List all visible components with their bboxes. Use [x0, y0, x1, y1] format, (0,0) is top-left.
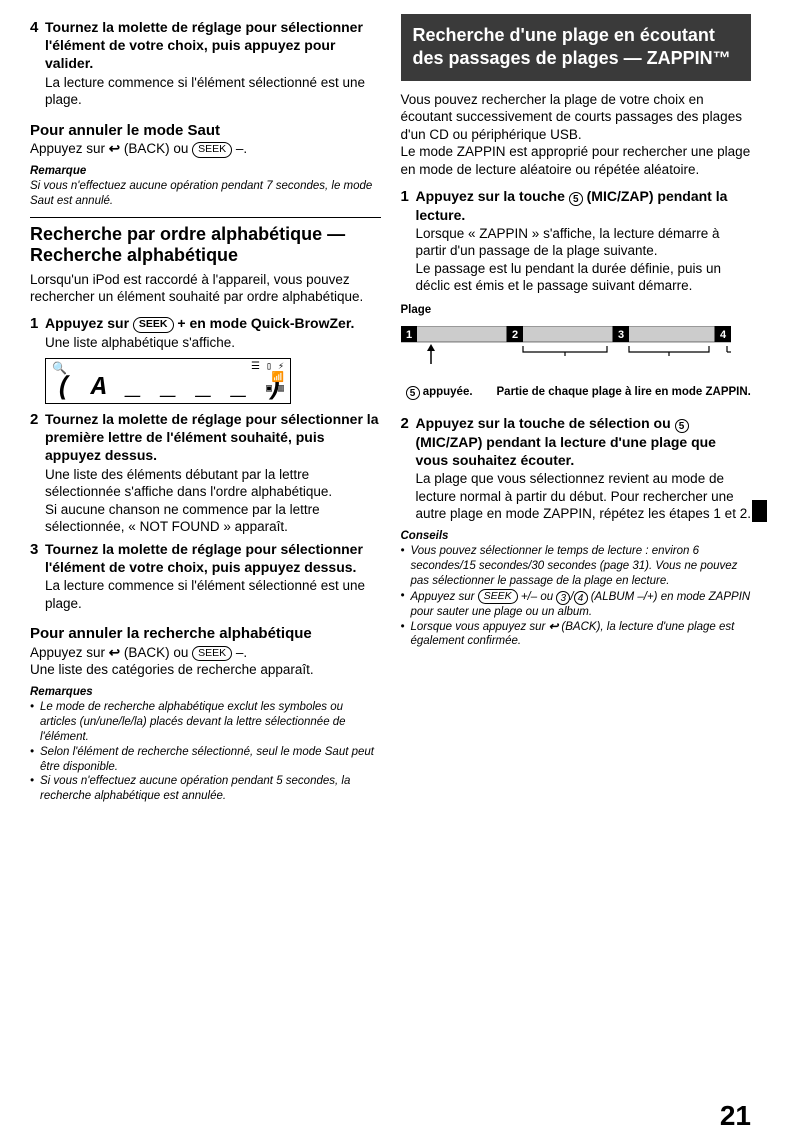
cancel-alpha-body2: Une liste des catégories de recherche ap… — [30, 661, 381, 679]
cancel-alpha-text: Appuyez sur (BACK) ou SEEK –. — [30, 644, 381, 662]
diagram-labels: 5 appuyée. Partie de chaque plage à lire… — [401, 385, 752, 400]
back-icon — [109, 141, 120, 156]
svg-text:4: 4 — [719, 329, 726, 341]
side-tab-marker — [752, 500, 767, 522]
remark-item: •Selon l'élément de recherche sélectionn… — [30, 745, 381, 775]
step-number: 4 — [30, 18, 45, 38]
tip-item: •Lorsque vous appuyez sur (BACK), la lec… — [401, 620, 752, 650]
step-body: Une liste des éléments débutant par la l… — [45, 466, 381, 536]
key-3: 3 — [556, 591, 570, 605]
lcd-display: 🔍 ( A _ _ _ _ ) ☰ ▯ ⚡📶▣ ▥ — [45, 358, 291, 404]
zappin-section-title: Recherche d'une plage en écoutant des pa… — [401, 14, 752, 81]
step-title: Tournez la molette de réglage pour sélec… — [45, 410, 381, 465]
step-title: Appuyez sur la touche de sélection ou 5 … — [416, 414, 752, 469]
page-number: 21 — [720, 1098, 751, 1134]
plage-label: Plage — [401, 303, 752, 318]
diagram-label-left: 5 appuyée. — [401, 385, 497, 400]
remark-item: •Le mode de recherche alphabétique exclu… — [30, 700, 381, 745]
svg-text:2: 2 — [511, 329, 517, 341]
svg-text:1: 1 — [405, 329, 411, 341]
zappin-step-2: 2 Appuyez sur la touche de sélection ou … — [401, 414, 752, 469]
step-body: Lorsque « ZAPPIN » s'affiche, la lecture… — [416, 225, 752, 295]
step-body: La plage que vous sélectionnez revient a… — [416, 470, 752, 523]
step-body: La lecture commence si l'élément sélecti… — [45, 577, 381, 612]
tip-item: •Appuyez sur SEEK +/– ou 3/4 (ALBUM –/+)… — [401, 589, 752, 620]
key-5: 5 — [406, 386, 420, 400]
cancel-jump-text: Appuyez sur (BACK) ou SEEK –. — [30, 140, 381, 158]
zappin-intro: Vous pouvez rechercher la plage de votre… — [401, 91, 752, 179]
step-number: 3 — [30, 540, 45, 560]
step-number: 1 — [30, 314, 45, 334]
diagram-label-right: Partie de chaque plage à lire en mode ZA… — [497, 385, 752, 400]
back-icon — [549, 621, 559, 633]
divider — [30, 217, 381, 218]
remark-text: Si vous n'effectuez aucune opération pen… — [30, 179, 381, 209]
lcd-status-icons: ☰ ▯ ⚡📶▣ ▥ — [251, 362, 284, 395]
key-4: 4 — [574, 591, 588, 605]
seek-key: SEEK — [192, 142, 232, 158]
key-5: 5 — [569, 192, 583, 206]
svg-text:3: 3 — [617, 329, 623, 341]
step-title: Appuyez sur la touche 5 (MIC/ZAP) pendan… — [416, 187, 752, 224]
step-number: 2 — [401, 414, 416, 434]
alpha-section-title: Recherche par ordre alphabétique — Reche… — [30, 224, 381, 267]
right-column: Recherche d'une plage en écoutant des pa… — [401, 14, 752, 804]
step-4: 4 Tournez la molette de réglage pour sél… — [30, 18, 381, 73]
step-body: La lecture commence si l'élément sélecti… — [45, 74, 381, 109]
step-title: Tournez la molette de réglage pour sélec… — [45, 540, 381, 576]
seek-key: SEEK — [192, 646, 232, 662]
step-title: Appuyez sur SEEK + en mode Quick-BrowZer… — [45, 314, 354, 333]
step-number: 1 — [401, 187, 416, 207]
seek-key: SEEK — [478, 589, 518, 605]
alpha-intro: Lorsqu'un iPod est raccordé à l'appareil… — [30, 271, 381, 306]
diagram-svg: 1 2 3 4 — [401, 326, 731, 381]
alpha-step-3: 3 Tournez la molette de réglage pour sél… — [30, 540, 381, 576]
alpha-step-2: 2 Tournez la molette de réglage pour sél… — [30, 410, 381, 465]
tip-item: •Vous pouvez sélectionner le temps de le… — [401, 544, 752, 589]
step-title: Tournez la molette de réglage pour sélec… — [45, 18, 381, 73]
step-body: Une liste alphabétique s'affiche. — [45, 334, 381, 352]
seek-key: SEEK — [133, 317, 174, 333]
step-number: 2 — [30, 410, 45, 430]
key-5: 5 — [675, 419, 689, 433]
remark-item: •Si vous n'effectuez aucune opération pe… — [30, 774, 381, 804]
zappin-step-1: 1 Appuyez sur la touche 5 (MIC/ZAP) pend… — [401, 187, 752, 224]
cancel-jump-heading: Pour annuler le mode Saut — [30, 121, 381, 141]
remarks-label: Remarques — [30, 685, 381, 700]
remark-label: Remarque — [30, 164, 381, 179]
back-icon — [109, 645, 120, 660]
cancel-alpha-heading: Pour annuler la recherche alphabétique — [30, 624, 381, 644]
tips-label: Conseils — [401, 529, 752, 544]
left-column: 4 Tournez la molette de réglage pour sél… — [30, 14, 381, 804]
alpha-step-1: 1 Appuyez sur SEEK + en mode Quick-BrowZ… — [30, 314, 381, 334]
zappin-diagram: 1 2 3 4 — [401, 326, 731, 381]
